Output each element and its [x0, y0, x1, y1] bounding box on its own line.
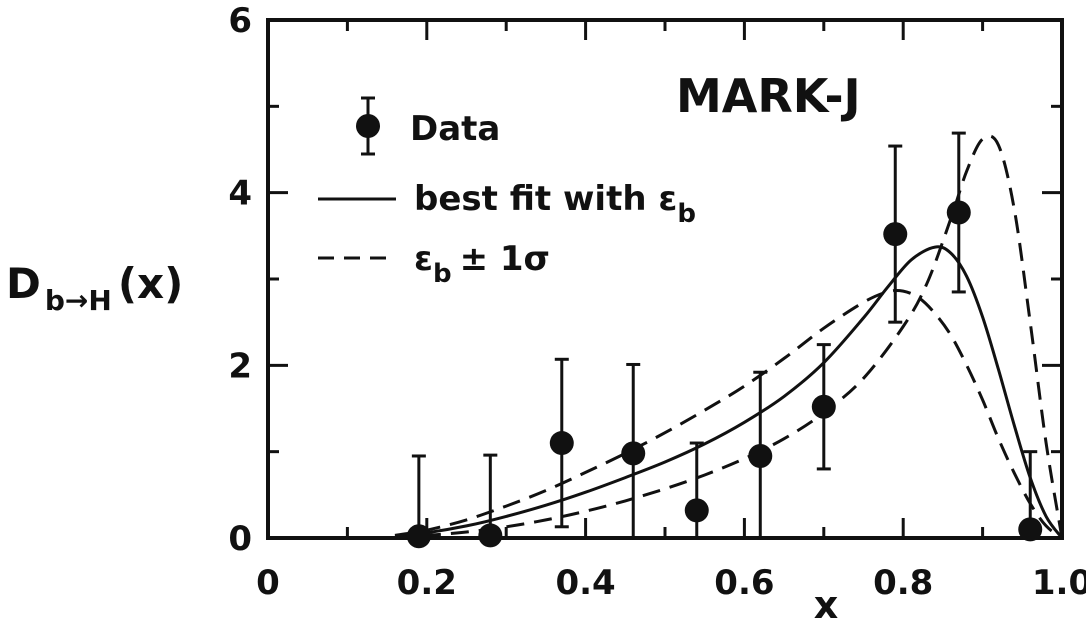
- legend-label-sigma-subscript: b: [433, 259, 452, 289]
- x-tick-label: 0.6: [714, 563, 774, 603]
- data-point: [549, 357, 574, 529]
- lower-sigma-curve: [394, 288, 1063, 540]
- legend-entry-data: Data: [356, 96, 500, 156]
- legend: Data best fit with εb εb ± 1σ: [318, 96, 696, 289]
- legend-marker-dot: [356, 114, 380, 138]
- data-point: [1018, 450, 1043, 542]
- y-tick-label: 2: [228, 346, 252, 386]
- data-points: [406, 131, 1043, 549]
- data-point: [946, 131, 971, 294]
- fit-curves: [394, 134, 1064, 540]
- data-point: [684, 441, 709, 538]
- svg-text:εb± 1σ: εb ± 1σ: [414, 239, 550, 289]
- x-tick-label: 0.8: [873, 563, 933, 603]
- legend-entry-best-fit: best fit with εb: [318, 179, 696, 229]
- legend-label-best-fit-subscript: b: [677, 199, 696, 229]
- legend-label-sigma: ε: [414, 239, 433, 279]
- data-point: [621, 362, 646, 538]
- data-point: [748, 370, 773, 538]
- legend-label-best-fit: best fit with ε: [414, 179, 677, 219]
- data-marker: [1018, 517, 1043, 542]
- legend-label-sigma-suffix: ± 1σ: [460, 239, 550, 279]
- data-marker: [549, 431, 574, 456]
- data-point: [478, 453, 503, 548]
- data-marker: [406, 524, 431, 549]
- y-tick-label: 4: [228, 174, 252, 214]
- axis-ticks: [266, 18, 1064, 540]
- plot-frame: [266, 18, 1064, 540]
- best-fit-curve: [394, 245, 1064, 539]
- y-axis-title-subscript: b→H: [45, 284, 112, 317]
- x-tick-label: 0: [256, 563, 280, 603]
- legend-entry-sigma: εb ± 1σ: [318, 239, 550, 289]
- data-point: [811, 343, 836, 471]
- svg-text:best fit with εb: best fit with εb: [414, 179, 696, 229]
- x-tick-label: 0.4: [555, 563, 615, 603]
- data-marker: [946, 200, 971, 225]
- data-marker: [811, 394, 836, 419]
- axis-tick-labels: 0 0.2 0.4 0.6 0.8 1.0 0 2 4 6: [228, 1, 1086, 603]
- data-marker: [883, 222, 908, 247]
- data-marker: [621, 441, 646, 466]
- y-tick-label: 6: [228, 1, 252, 41]
- upper-sigma-curve: [394, 134, 1064, 539]
- x-tick-label: 1.0: [1032, 563, 1086, 603]
- y-axis-title-main: D: [6, 259, 41, 308]
- annotation-mark-j: MARK-J: [676, 69, 861, 123]
- data-marker: [478, 523, 503, 548]
- data-point: [406, 454, 431, 549]
- x-tick-label: 0.2: [397, 563, 457, 603]
- data-marker: [684, 498, 709, 523]
- data-point: [883, 144, 908, 324]
- y-tick-label: 0: [228, 519, 252, 559]
- legend-label-data: Data: [410, 109, 500, 149]
- svg-text:Db→H(x): Db→H (x): [6, 259, 183, 317]
- y-axis-title-suffix: (x): [118, 259, 183, 308]
- x-axis-title: x: [814, 583, 839, 626]
- data-marker: [748, 443, 773, 468]
